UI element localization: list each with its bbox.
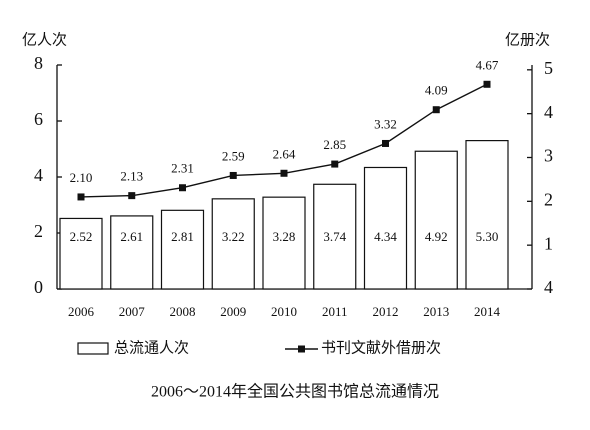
- line-value-label: 2.64: [273, 146, 296, 161]
- bar: [414, 150, 458, 290]
- line-marker: [128, 192, 136, 200]
- x-tick-label: 2010: [271, 304, 297, 319]
- line-value-label: 3.32: [374, 116, 397, 131]
- bar: [59, 217, 103, 290]
- bar-value-label: 3.28: [273, 229, 296, 244]
- y2-tick-label: 2: [544, 189, 553, 209]
- line-value-label: 2.13: [120, 169, 143, 184]
- line-value-label: 2.10: [70, 170, 93, 185]
- line-marker: [179, 184, 186, 192]
- caption: 2006～2014年全国公共图书馆总流通情况: [151, 383, 439, 401]
- y2-tick-label: 4: [544, 102, 553, 122]
- y2-axis-label: 亿册次: [505, 31, 550, 48]
- bar-value-label: 2.81: [171, 229, 194, 244]
- y2-tick-label: 5: [544, 58, 553, 78]
- line-marker: [432, 106, 440, 114]
- bar-value-label: 5.30: [476, 229, 499, 244]
- y-tick-label: 2: [34, 221, 43, 241]
- x-tick-label: 2009: [220, 304, 246, 319]
- bar: [465, 140, 509, 290]
- y-tick-label: 0: [34, 277, 43, 297]
- bar: [110, 215, 154, 290]
- bar-value-label: 4.92: [425, 229, 448, 244]
- line-value-label: 2.31: [171, 161, 194, 176]
- legend-label: 总流通人次: [114, 339, 189, 356]
- bar-value-label: 2.52: [70, 229, 93, 244]
- bar-value-label: 3.74: [323, 229, 346, 244]
- x-tick-label: 2006: [68, 304, 95, 319]
- y-tick-label: 6: [34, 109, 43, 129]
- line-value-label: 4.09: [425, 83, 448, 98]
- y-axis-label: 亿人次: [22, 31, 67, 48]
- x-tick-label: 2011: [322, 304, 348, 319]
- x-tick-label: 2014: [474, 304, 501, 319]
- y2-tick-label: 3: [544, 146, 553, 166]
- x-tick-label: 2007: [119, 304, 146, 319]
- legend-swatch: [77, 342, 109, 355]
- bar-value-label: 2.61: [120, 229, 143, 244]
- y2-tick-label: 1: [544, 233, 553, 253]
- y-tick-label: 8: [34, 53, 43, 73]
- line-marker: [77, 193, 85, 201]
- y2-tick-label: 4: [544, 277, 553, 297]
- legend-label: 书刊文献外借册次: [321, 339, 441, 356]
- line-value-label: 4.67: [476, 57, 499, 72]
- line-value-label: 2.59: [222, 148, 245, 163]
- x-tick-label: 2013: [423, 304, 449, 319]
- bar: [211, 198, 255, 290]
- x-tick-label: 2008: [170, 304, 196, 319]
- line-marker: [483, 80, 491, 88]
- bar-value-label: 3.22: [222, 229, 245, 244]
- bar: [313, 183, 357, 290]
- line-marker: [331, 160, 339, 168]
- legend-swatch: [298, 345, 305, 353]
- line-marker: [280, 169, 288, 177]
- line-value-label: 2.85: [323, 137, 346, 152]
- bar-value-label: 4.34: [374, 229, 397, 244]
- bar: [160, 209, 205, 290]
- line-marker: [382, 139, 389, 147]
- bar: [363, 166, 408, 290]
- line-marker: [229, 171, 237, 179]
- y-tick-label: 4: [34, 165, 43, 185]
- x-tick-label: 2012: [373, 304, 399, 319]
- bar: [262, 196, 306, 290]
